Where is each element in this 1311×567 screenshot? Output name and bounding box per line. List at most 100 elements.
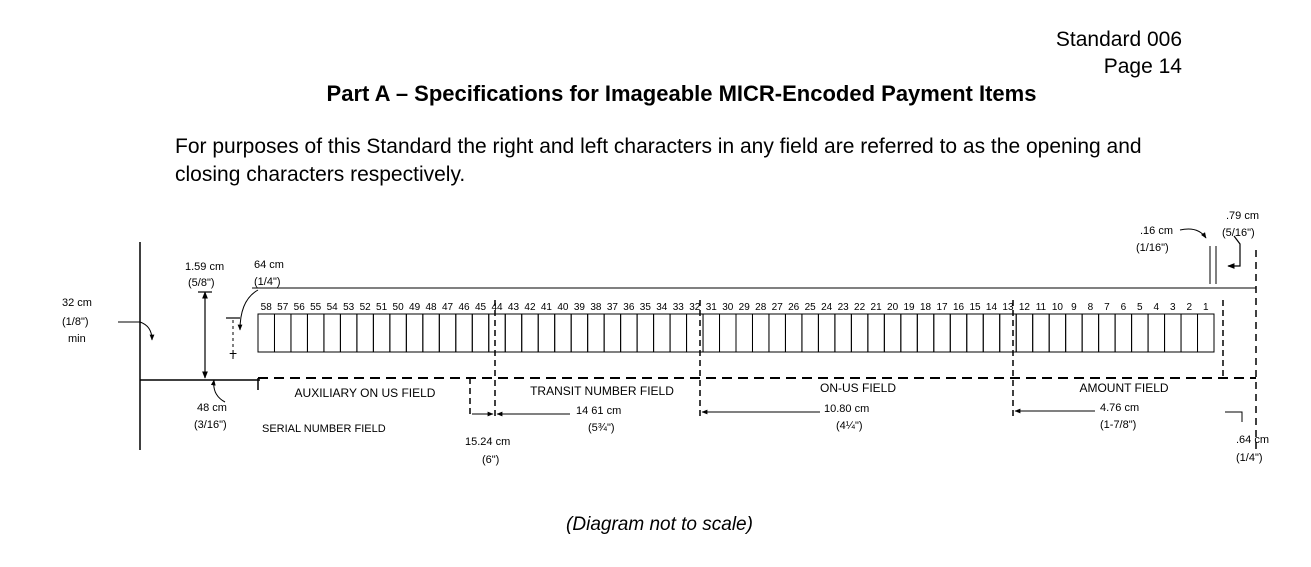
dim-1524-cm: 15.24 cm bbox=[465, 436, 510, 448]
character-box bbox=[570, 313, 589, 353]
position-number: 46 bbox=[458, 302, 470, 313]
position-number: 52 bbox=[360, 302, 372, 313]
character-box bbox=[817, 313, 836, 353]
intro-paragraph: For purposes of this Standard the right … bbox=[175, 135, 1142, 186]
character-box bbox=[966, 313, 984, 353]
character-box bbox=[257, 313, 275, 353]
position-number: 31 bbox=[706, 302, 718, 313]
page-number: Page 14 bbox=[1103, 55, 1182, 78]
dim-32-arrow bbox=[118, 321, 155, 341]
position-number: 51 bbox=[376, 302, 388, 313]
dim-16-arrow bbox=[1179, 228, 1207, 239]
character-box bbox=[356, 313, 374, 353]
position-number: 25 bbox=[805, 302, 817, 313]
dim-159-cm: 1.59 cm bbox=[185, 261, 224, 273]
position-number: 24 bbox=[821, 302, 833, 313]
position-number: 17 bbox=[936, 302, 948, 313]
position-number: 3 bbox=[1170, 302, 1176, 313]
character-box bbox=[422, 313, 440, 353]
position-number: 10 bbox=[1052, 302, 1064, 313]
character-box bbox=[1032, 313, 1050, 353]
dim-79-cm: .79 cm bbox=[1226, 210, 1259, 222]
dim-1461-cm: 14 61 cm bbox=[576, 405, 621, 417]
character-boxes bbox=[257, 313, 1215, 353]
dim-64a-cm: 64 cm bbox=[254, 259, 284, 271]
character-box bbox=[1098, 313, 1116, 353]
character-box bbox=[636, 313, 655, 353]
onus-field-label: ON-US FIELD bbox=[820, 381, 896, 395]
position-number: 16 bbox=[953, 302, 965, 313]
dim-64a-in: (1/4") bbox=[254, 276, 281, 288]
character-box bbox=[554, 313, 572, 353]
position-number: 56 bbox=[294, 302, 306, 313]
position-number: 44 bbox=[491, 302, 503, 313]
serial-field-label: SERIAL NUMBER FIELD bbox=[262, 423, 386, 435]
character-box bbox=[323, 313, 341, 353]
dim-32-min: min bbox=[68, 333, 86, 345]
character-box bbox=[867, 313, 885, 353]
character-box bbox=[1164, 313, 1182, 353]
position-number: 45 bbox=[475, 302, 487, 313]
dim-1524-in: (6") bbox=[482, 454, 499, 466]
character-box bbox=[669, 313, 688, 353]
position-number: 37 bbox=[607, 302, 619, 313]
dim-64b-cm: .64 cm bbox=[1236, 434, 1269, 446]
position-number: 55 bbox=[310, 302, 322, 313]
position-number: 7 bbox=[1104, 302, 1110, 313]
character-box bbox=[405, 313, 424, 353]
position-number: 14 bbox=[986, 302, 998, 313]
character-box bbox=[1048, 313, 1067, 353]
dim-476-cm: 4.76 cm bbox=[1100, 402, 1139, 414]
position-numbers: 58 57 56 55 54 53 52 51 50 49 48 47 46 45 44 43 42 41 40 39… bbox=[261, 302, 1209, 313]
dim-64b-in: (1/4") bbox=[1236, 452, 1263, 464]
position-number: 26 bbox=[788, 302, 800, 313]
dim-16-cm: .16 cm bbox=[1140, 225, 1173, 237]
position-number: 30 bbox=[722, 302, 734, 313]
dim-1080-cm: 10.80 cm bbox=[824, 403, 869, 415]
position-number: 38 bbox=[590, 302, 602, 313]
character-box bbox=[521, 313, 539, 353]
dim-16-in: (1/16") bbox=[1136, 242, 1169, 254]
transit-field-label: TRANSIT NUMBER FIELD bbox=[530, 384, 674, 398]
position-number: 48 bbox=[426, 302, 438, 313]
position-number: 13 bbox=[1002, 302, 1014, 313]
position-number: 5 bbox=[1137, 302, 1143, 313]
character-box bbox=[982, 313, 1001, 353]
standard-label: Standard 006 bbox=[1055, 28, 1182, 51]
position-number: 42 bbox=[524, 302, 536, 313]
character-box bbox=[339, 313, 358, 353]
character-box bbox=[801, 313, 819, 353]
dim-79-arrow bbox=[1227, 235, 1241, 269]
character-box bbox=[735, 313, 753, 353]
character-box bbox=[537, 313, 556, 353]
position-number: 49 bbox=[409, 302, 421, 313]
character-box bbox=[488, 313, 506, 353]
position-number: 4 bbox=[1154, 302, 1160, 313]
position-number: 36 bbox=[623, 302, 635, 313]
position-number: 34 bbox=[656, 302, 668, 313]
page-title: Part A – Specifications for Imageable MI… bbox=[326, 81, 1037, 106]
dim-1080-in: (4¼") bbox=[836, 420, 863, 432]
position-number: 9 bbox=[1071, 302, 1077, 313]
position-number: 6 bbox=[1121, 302, 1127, 313]
position-number: 29 bbox=[739, 302, 751, 313]
amount-field-label: AMOUNT FIELD bbox=[1079, 381, 1168, 395]
position-number: 19 bbox=[904, 302, 916, 313]
dim-64-plus: + bbox=[229, 345, 237, 361]
character-box bbox=[719, 313, 737, 353]
dim-48-in: (3/16") bbox=[194, 419, 227, 431]
character-box bbox=[933, 313, 951, 353]
character-box bbox=[471, 313, 490, 353]
character-box bbox=[1065, 313, 1083, 353]
character-box bbox=[850, 313, 869, 353]
position-number: 41 bbox=[541, 302, 553, 313]
character-box bbox=[768, 313, 786, 353]
character-box bbox=[900, 313, 918, 353]
character-box bbox=[620, 313, 638, 353]
position-number: 35 bbox=[640, 302, 652, 313]
position-number: 33 bbox=[673, 302, 685, 313]
position-number: 58 bbox=[261, 302, 273, 313]
position-number: 22 bbox=[854, 302, 866, 313]
position-number: 18 bbox=[920, 302, 932, 313]
position-number: 57 bbox=[277, 302, 289, 313]
